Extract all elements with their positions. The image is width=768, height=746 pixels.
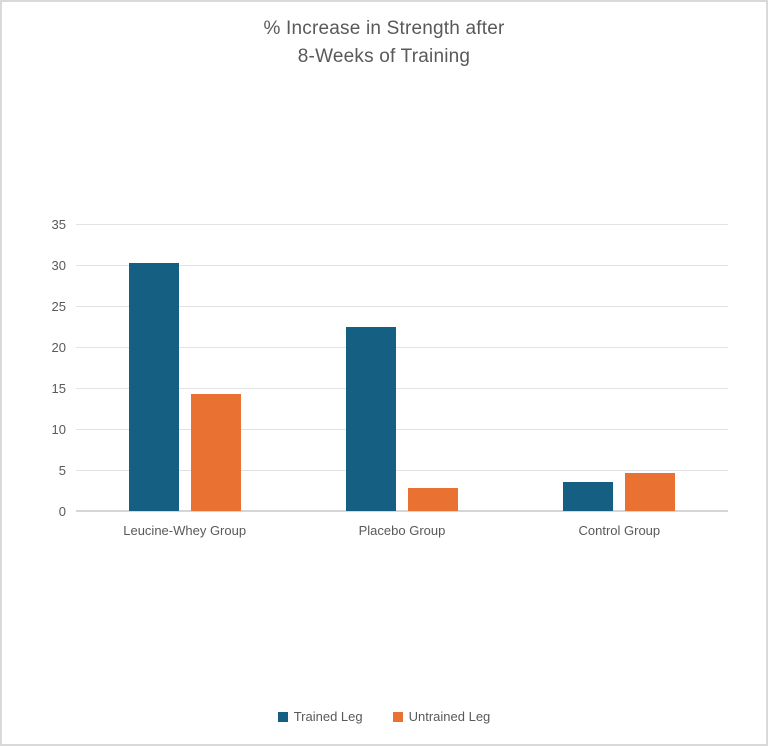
bar-trained-leg-control-group [563, 482, 614, 511]
legend-item-untrained-leg: Untrained Leg [392, 709, 491, 724]
chart-title: % Increase in Strength after 8-Weeks of … [2, 15, 766, 70]
y-tick-label-10: 10 [51, 422, 66, 437]
x-category-label-control-group: Control Group [578, 523, 661, 538]
x-category-label-leucine-whey-group: Leucine-Whey Group [123, 523, 247, 538]
bar-trained-leg-leucine-whey-group [128, 262, 179, 511]
legend-swatch-icon [277, 711, 288, 722]
gridline-y-20 [76, 347, 728, 348]
gridline-y-35 [76, 224, 728, 225]
gridline-y-15 [76, 388, 728, 389]
gridline-y-10 [76, 429, 728, 430]
plot-area [76, 224, 728, 512]
y-tick-label-0: 0 [58, 504, 66, 519]
legend: Trained Leg Untrained Leg [2, 710, 766, 723]
y-tick-label-20: 20 [51, 340, 66, 355]
gridline-y-25 [76, 306, 728, 307]
chart-title-line-1: % Increase in Strength after [263, 18, 505, 39]
legend-label: Untrained Leg [408, 709, 491, 724]
gridline-y-30 [76, 265, 728, 266]
gridline-y-0 [76, 510, 728, 512]
bar-trained-leg-placebo-group [346, 327, 396, 511]
x-category-label-placebo-group: Placebo Group [358, 523, 446, 538]
legend-swatch-icon [392, 711, 403, 722]
bar-untrained-leg-control-group [625, 473, 676, 511]
legend-label: Trained Leg [293, 709, 363, 724]
y-tick-label-25: 25 [51, 299, 66, 314]
y-tick-label-35: 35 [51, 217, 66, 232]
gridline-y-5 [76, 470, 728, 471]
legend-item-trained-leg: Trained Leg [277, 709, 363, 724]
y-tick-label-5: 5 [58, 463, 66, 478]
y-tick-label-30: 30 [51, 258, 66, 273]
chart-title-line-2: 8-Weeks of Training [297, 45, 471, 67]
bar-untrained-leg-placebo-group [408, 488, 458, 511]
bar-untrained-leg-leucine-whey-group [190, 393, 241, 511]
y-tick-label-15: 15 [51, 381, 66, 396]
